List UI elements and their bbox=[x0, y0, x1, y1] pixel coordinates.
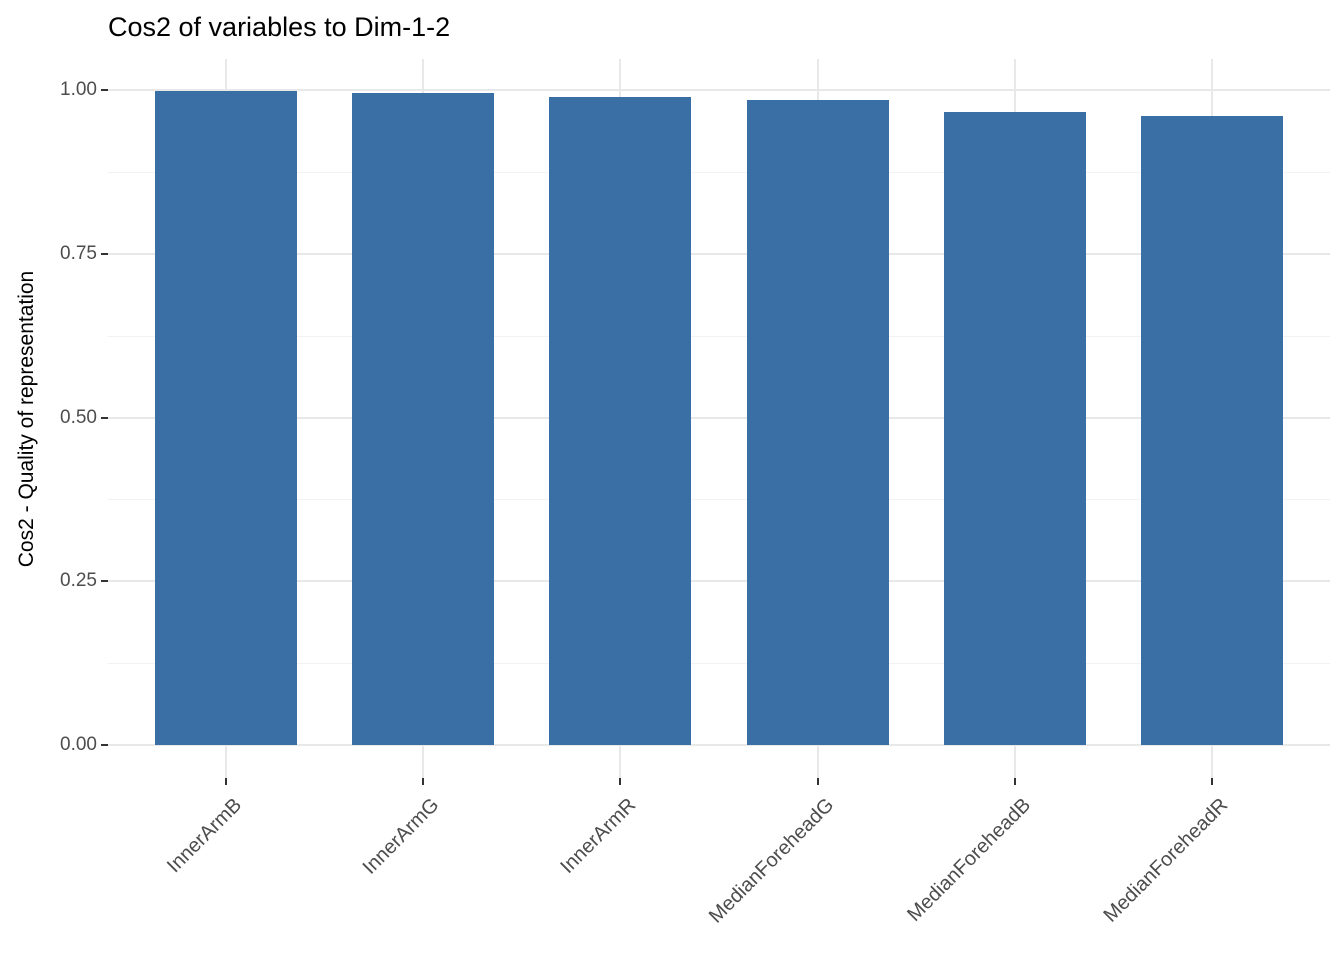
x-tick-label: InnerArmB bbox=[163, 794, 247, 878]
grid-minor-line bbox=[108, 172, 1330, 173]
x-tick-mark bbox=[422, 778, 424, 785]
bar-InnerArmB bbox=[155, 91, 297, 745]
x-tick-label: InnerArmR bbox=[556, 794, 641, 878]
y-tick-label: 0.00 bbox=[60, 734, 97, 755]
x-tick-label: MedianForeheadR bbox=[1099, 794, 1233, 927]
grid-minor-line bbox=[108, 499, 1330, 500]
grid-major-line bbox=[108, 744, 1330, 746]
bar-MedianForeheadB bbox=[944, 112, 1086, 745]
bar-MedianForeheadG bbox=[747, 100, 889, 745]
grid-major-line bbox=[108, 253, 1330, 255]
x-tick-mark bbox=[225, 778, 227, 785]
y-tick-label: 0.50 bbox=[60, 407, 97, 428]
grid-major-line bbox=[108, 580, 1330, 582]
grid-minor-line bbox=[108, 336, 1330, 337]
grid-minor-line bbox=[108, 663, 1330, 664]
plot-title: Cos2 of variables to Dim-1-2 bbox=[108, 12, 451, 42]
x-tick-mark bbox=[1211, 778, 1213, 785]
y-tick-mark bbox=[101, 744, 108, 746]
y-tick-mark bbox=[101, 580, 108, 582]
x-tick-label: InnerArmG bbox=[358, 794, 444, 879]
y-tick-label: 0.75 bbox=[60, 243, 97, 264]
bar-MedianForeheadR bbox=[1141, 116, 1283, 745]
grid-major-line bbox=[108, 89, 1330, 91]
plot-panel bbox=[108, 59, 1330, 778]
grid-major-line bbox=[108, 417, 1330, 419]
y-tick-label: 0.25 bbox=[60, 570, 97, 591]
x-tick-mark bbox=[817, 778, 819, 785]
x-tick-mark bbox=[619, 778, 621, 785]
x-tick-label: MedianForeheadB bbox=[903, 794, 1036, 926]
y-tick-mark bbox=[101, 253, 108, 255]
x-tick-label: MedianForeheadG bbox=[705, 794, 839, 928]
bar-InnerArmR bbox=[549, 97, 691, 745]
y-tick-mark bbox=[101, 417, 108, 419]
bar-InnerArmG bbox=[352, 93, 494, 745]
y-tick-mark bbox=[101, 89, 108, 91]
y-tick-label: 1.00 bbox=[60, 79, 97, 100]
x-tick-mark bbox=[1014, 778, 1016, 785]
